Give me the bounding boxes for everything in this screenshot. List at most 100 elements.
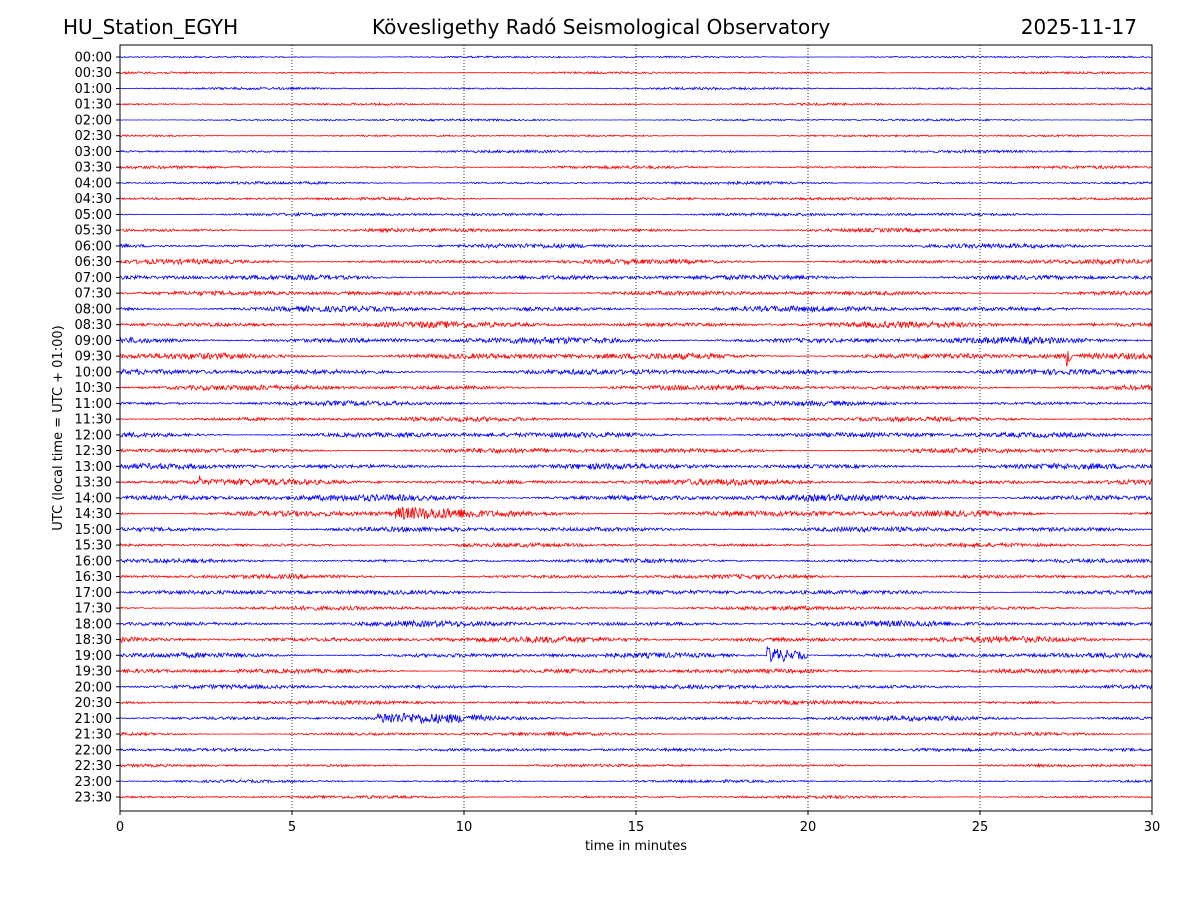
trace-0330 <box>119 164 1153 170</box>
trace-0700 <box>119 273 1153 282</box>
y-tick-label: 09:30 <box>75 350 112 365</box>
y-tick-label: 20:30 <box>75 696 112 711</box>
trace-0930 <box>119 351 1153 367</box>
trace-0230 <box>119 133 1153 138</box>
trace-2100 <box>119 712 1153 725</box>
y-tick-label: 23:30 <box>75 791 112 806</box>
trace-0530 <box>119 226 1153 234</box>
y-tick-label: 06:00 <box>75 239 112 254</box>
y-tick-label: 01:00 <box>75 82 112 97</box>
trace-2200 <box>119 746 1153 753</box>
x-tick-label: 5 <box>288 820 296 835</box>
trace-0130 <box>119 101 1153 107</box>
y-tick-label: 13:30 <box>75 476 112 491</box>
trace-0430 <box>119 196 1153 202</box>
y-tick-label: 04:30 <box>75 192 112 207</box>
trace-2230 <box>119 762 1152 769</box>
y-tick-label: 16:30 <box>75 570 112 585</box>
trace-1630 <box>120 572 1153 581</box>
y-tick-label: 03:30 <box>75 161 112 176</box>
trace-0730 <box>119 289 1153 297</box>
trace-0400 <box>119 180 1153 186</box>
y-tick-label: 07:00 <box>75 271 112 286</box>
x-tick-label: 15 <box>628 820 645 835</box>
trace-1730 <box>119 604 1153 612</box>
trace-1030 <box>119 383 1153 392</box>
trace-0600 <box>119 242 1153 250</box>
trace-1900 <box>119 645 1153 663</box>
y-tick-label: 14:30 <box>75 507 112 522</box>
y-tick-label: 12:30 <box>75 444 112 459</box>
y-tick-label: 06:30 <box>75 255 112 270</box>
x-tick-label: 25 <box>972 820 989 835</box>
y-tick-label: 02:30 <box>75 129 112 144</box>
y-tick-label: 19:30 <box>75 665 112 680</box>
trace-1130 <box>119 415 1153 423</box>
trace-0500 <box>119 211 1153 218</box>
y-tick-label: 18:30 <box>75 633 112 648</box>
y-tick-label: 22:00 <box>75 743 112 758</box>
trace-1830 <box>119 634 1153 644</box>
trace-1500 <box>119 525 1153 534</box>
y-tick-label: 00:00 <box>75 51 112 66</box>
y-tick-label: 21:00 <box>75 712 112 727</box>
trace-0000 <box>119 55 1152 59</box>
x-tick-label: 30 <box>1144 820 1161 835</box>
trace-1530 <box>119 541 1153 549</box>
y-tick-label: 12:00 <box>75 428 112 443</box>
y-tick-label: 13:00 <box>75 460 112 475</box>
trace-1600 <box>119 557 1153 565</box>
trace-0100 <box>120 86 1153 91</box>
trace-1400 <box>119 493 1153 503</box>
y-tick-label: 11:00 <box>75 397 112 412</box>
trace-2030 <box>119 699 1153 706</box>
x-tick-label: 10 <box>456 820 473 835</box>
station-name: HU_Station_EGYH <box>63 15 239 39</box>
y-tick-label: 03:00 <box>75 145 112 160</box>
y-tick-label: 00:30 <box>75 66 112 81</box>
trace-1000 <box>119 368 1153 376</box>
trace-1930 <box>119 667 1153 675</box>
y-tick-label: 19:00 <box>75 649 112 664</box>
trace-1230 <box>119 447 1153 455</box>
y-tick-label: 11:30 <box>75 413 112 428</box>
trace-0200 <box>119 118 1153 122</box>
y-tick-label: 15:00 <box>75 523 112 538</box>
y-tick-label: 18:00 <box>75 617 112 632</box>
y-axis-label: UTC (local time = UTC + 01:00) <box>51 325 66 530</box>
y-tick-label: 17:30 <box>75 602 112 617</box>
trace-2330 <box>119 794 1153 800</box>
y-tick-label: 05:30 <box>75 224 112 239</box>
y-tick-label: 15:30 <box>75 539 112 554</box>
x-tick-label: 20 <box>800 820 817 835</box>
trace-1800 <box>119 619 1153 629</box>
trace-1330 <box>119 475 1153 487</box>
y-tick-label: 09:00 <box>75 334 112 349</box>
y-tick-label: 08:00 <box>75 302 112 317</box>
trace-1200 <box>119 431 1153 439</box>
y-tick-label: 07:30 <box>75 287 112 302</box>
trace-0630 <box>119 257 1153 266</box>
y-tick-label: 02:00 <box>75 113 112 128</box>
y-tick-label: 20:00 <box>75 680 112 695</box>
trace-0030 <box>119 70 1153 75</box>
x-tick-label: 0 <box>116 820 124 835</box>
trace-2130 <box>119 730 1153 737</box>
y-tick-label: 05:00 <box>75 208 112 223</box>
x-axis-label: time in minutes <box>585 839 687 854</box>
y-tick-label: 22:30 <box>75 759 112 774</box>
chart-date: 2025-11-17 <box>1020 15 1137 39</box>
y-tick-label: 10:00 <box>75 365 112 380</box>
trace-0300 <box>119 148 1153 154</box>
chart-title: Kövesligethy Radó Seismological Observat… <box>372 15 831 39</box>
y-tick-label: 08:30 <box>75 318 112 333</box>
y-tick-label: 23:00 <box>75 775 112 790</box>
trace-0830 <box>119 320 1153 330</box>
trace-1100 <box>119 399 1153 408</box>
y-tick-label: 17:00 <box>75 586 112 601</box>
trace-2300 <box>119 778 1153 784</box>
trace-1430 <box>119 506 1153 520</box>
y-tick-label: 21:30 <box>75 728 112 743</box>
y-tick-label: 04:00 <box>75 176 112 191</box>
